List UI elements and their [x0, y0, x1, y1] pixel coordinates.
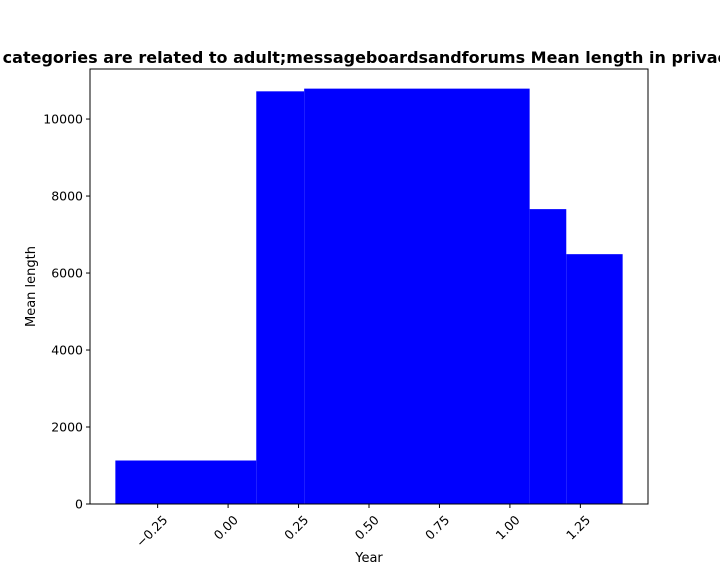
x-tick-label: 1.25	[563, 512, 593, 542]
y-axis-ticks: 0 2000 4000 6000 8000 10000	[43, 112, 90, 512]
bars-group	[115, 88, 623, 505]
y-axis-label: Mean length	[24, 246, 39, 327]
bar-1	[115, 460, 257, 504]
x-tick-label: 1.00	[493, 512, 523, 542]
y-tick-label: 4000	[51, 343, 83, 358]
x-axis-label: Year	[354, 551, 383, 566]
bar-3	[304, 88, 530, 504]
x-tick-label: 0.25	[281, 512, 311, 542]
bar-2	[256, 91, 305, 505]
chart-title: Which categories are related to adult;me…	[0, 48, 720, 67]
x-tick-label: 0.75	[422, 512, 452, 542]
x-tick-label: −0.25	[133, 512, 171, 550]
x-tick-label: 0.50	[352, 512, 382, 542]
y-tick-label: 6000	[51, 266, 83, 281]
y-tick-label: 0	[75, 497, 83, 512]
y-tick-label: 10000	[43, 112, 83, 127]
bar-5	[566, 254, 623, 504]
y-tick-label: 2000	[51, 420, 83, 435]
x-axis-ticks: −0.25 0.00 0.25 0.50 0.75 1.00 1.25	[133, 504, 593, 550]
x-tick-label: 0.00	[211, 512, 241, 542]
y-tick-label: 8000	[51, 189, 83, 204]
bar-4	[529, 209, 567, 504]
